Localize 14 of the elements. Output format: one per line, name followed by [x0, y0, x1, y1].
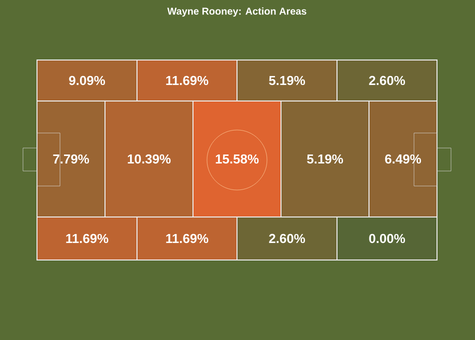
data-label: 5.19%	[307, 154, 344, 164]
text: Wayne Rooney: Action Areas	[167, 7, 306, 17]
data-label: 2.60%	[269, 234, 306, 244]
data-label: 10.39%	[128, 154, 171, 164]
data-label: 11.69%	[166, 234, 208, 244]
data-label: 7.79%	[53, 154, 90, 164]
data-label: 9.09%	[69, 76, 106, 86]
data-label: 11.69%	[166, 76, 208, 86]
data-label: 0.00%	[369, 234, 406, 244]
data-label: 11.69%	[66, 234, 108, 244]
data-label: 6.49%	[385, 154, 422, 164]
data-label: 2.60%	[369, 76, 406, 86]
data-label: 15.58%	[216, 154, 259, 164]
data-label: 5.19%	[269, 76, 306, 86]
